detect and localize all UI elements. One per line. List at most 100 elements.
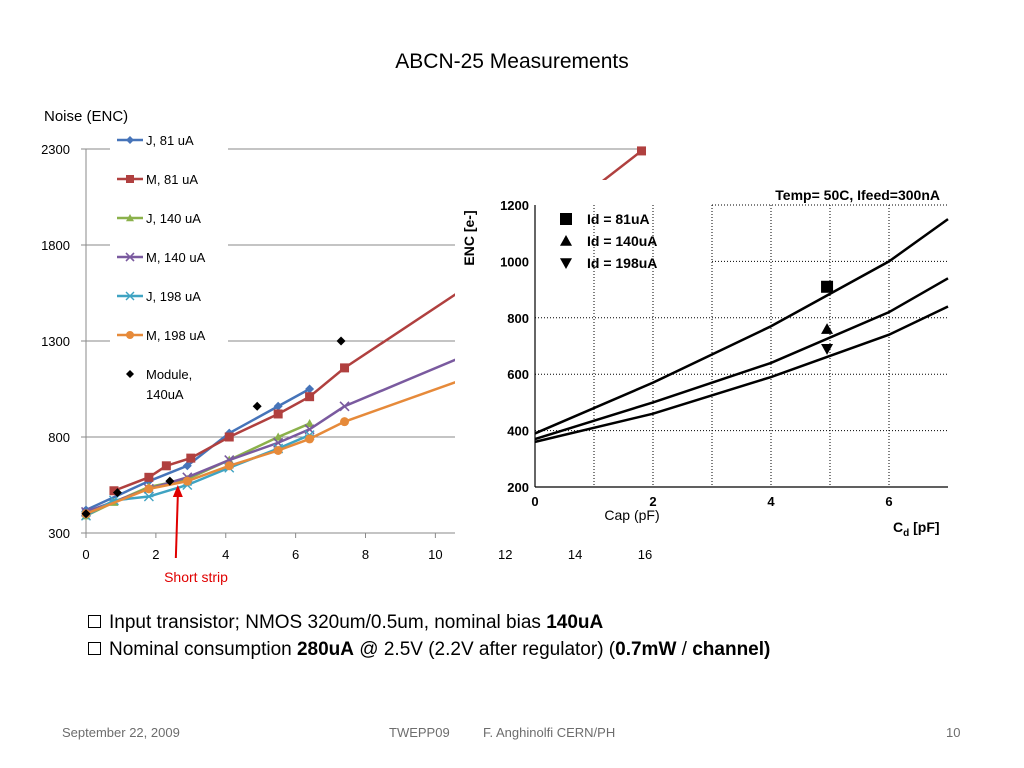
annotation-label: Short strip xyxy=(164,569,228,585)
footer-conference: TWEPP09 xyxy=(389,725,450,740)
x-axis-label: Cap (pF) xyxy=(604,507,659,523)
inset-legend-marker xyxy=(560,213,572,225)
legend-background xyxy=(110,128,228,408)
data-point xyxy=(339,401,350,412)
bullet-text-run: Nominal consumption xyxy=(109,639,297,660)
data-point xyxy=(273,401,283,411)
checkbox-bullet-icon xyxy=(88,615,101,628)
y-tick-label: 2300 xyxy=(41,142,70,157)
data-point xyxy=(305,434,315,444)
data-point xyxy=(109,486,119,496)
checkbox-bullet-icon xyxy=(88,642,101,655)
inset-x-tick-label: 0 xyxy=(531,494,538,509)
inset-y-tick-label: 800 xyxy=(507,311,529,326)
data-point xyxy=(273,445,283,455)
data-point xyxy=(305,419,315,428)
legend-marker xyxy=(126,214,134,222)
inset-y-tick-label: 1200 xyxy=(500,198,529,213)
x-tick-label: 0 xyxy=(82,547,89,562)
legend-marker xyxy=(125,252,135,262)
series-line xyxy=(113,149,643,492)
bullet-item: Nominal consumption 280uA @ 2.5V (2.2V a… xyxy=(88,636,770,663)
inset-y-axis-label: ENC [e-] xyxy=(461,210,477,265)
legend-marker xyxy=(126,175,134,183)
bullet-text-run: Input transistor; NMOS 320um/0.5um, nomi… xyxy=(109,612,547,633)
data-point xyxy=(336,336,346,346)
inset-legend-marker xyxy=(560,235,572,246)
data-point xyxy=(224,432,234,442)
inset-series-line xyxy=(534,277,949,441)
legend-label: M, 81 uA xyxy=(146,172,198,187)
inset-data-point xyxy=(821,344,834,355)
annotation-arrow-head xyxy=(172,485,183,497)
inset-y-tick-label: 1000 xyxy=(500,254,529,269)
legend-label: J, 140 uA xyxy=(146,211,201,226)
x-tick-label: 14 xyxy=(568,547,582,562)
data-point xyxy=(112,488,122,498)
legend-marker xyxy=(126,370,134,378)
inset-x-tick-label: 6 xyxy=(885,494,892,509)
legend-marker xyxy=(125,291,135,301)
x-tick-label: 10 xyxy=(428,547,442,562)
footer-date: September 22, 2009 xyxy=(62,725,180,740)
main-chart: 300 800 1300 1800 2300 0 2 4 6 8 10 12 14 16 Noise (EN… xyxy=(41,108,955,585)
data-point xyxy=(81,509,91,519)
data-point-stroke xyxy=(339,401,350,412)
data-point xyxy=(165,476,175,486)
x-tick-label: 4 xyxy=(222,547,229,562)
x-tick-label: 16 xyxy=(638,547,652,562)
legend-marker-stroke xyxy=(125,252,135,262)
data-point xyxy=(252,401,262,411)
slide-title: ABCN-25 Measurements xyxy=(395,50,629,73)
y-tick-label: 300 xyxy=(48,526,70,541)
inset-background xyxy=(455,180,955,550)
inset-x-tick-label: 2 xyxy=(649,494,656,509)
data-point xyxy=(273,432,283,441)
y-tick-label: 1800 xyxy=(41,238,70,253)
bullet-text-run: 140uA xyxy=(546,612,604,633)
legend-marker xyxy=(126,331,134,339)
annotation-arrow-shaft xyxy=(174,494,179,559)
bullet-1-text: Input transistor; NMOS 320um/0.5um, nomi… xyxy=(109,612,603,633)
footer-author: F. Anghinolfi CERN/PH xyxy=(483,725,616,740)
legend-label: Module, xyxy=(146,367,192,382)
data-point xyxy=(161,461,171,471)
y-tick-label: 800 xyxy=(48,430,70,445)
legend-label: J, 198 uA xyxy=(146,289,201,304)
inset-y-tick-label: 600 xyxy=(507,367,529,382)
inset-x-tick-label: 4 xyxy=(767,494,775,509)
inset-legend-marker xyxy=(560,258,572,269)
data-point xyxy=(182,476,192,486)
x-tick-label: 8 xyxy=(362,547,369,562)
legend-label: M, 198 uA xyxy=(146,328,206,343)
main-legend: J, 81 uA M, 81 uA J, 140 uA M, 140 uA J, 198… xyxy=(110,128,228,408)
inset-y-tick-label: 400 xyxy=(507,424,529,439)
inset-title: Temp= 50C, Ifeed=300nA xyxy=(775,187,940,203)
inset-y-tick-label: 200 xyxy=(507,480,529,495)
bullet-2-text: Nominal consumption 280uA @ 2.5V (2.2V a… xyxy=(109,639,770,660)
x-tick-label: 2 xyxy=(152,547,159,562)
footer-page-number: 10 xyxy=(946,725,961,740)
y-axis-label: Noise (ENC) xyxy=(44,108,128,125)
bullet-text-run: 0.7mW xyxy=(615,639,677,660)
inset-series-line xyxy=(534,305,949,444)
inset-legend-label: Id = 140uA xyxy=(587,233,657,249)
bullet-text-run: 280uA xyxy=(296,639,355,660)
bullet-text-run: / xyxy=(676,639,693,660)
data-point xyxy=(305,392,315,402)
data-point xyxy=(144,472,154,482)
data-point xyxy=(182,461,192,471)
inset-x-axis-label: Cd [pF] xyxy=(893,519,940,539)
bullet-list: Input transistor; NMOS 320um/0.5um, nomi… xyxy=(88,609,770,663)
x-tick-label: 6 xyxy=(292,547,299,562)
inset-legend-label: Id = 81uA xyxy=(587,211,650,227)
bullet-text-run: @ 2.5V (2.2V after regulator) ( xyxy=(354,639,616,660)
data-point xyxy=(273,409,283,419)
data-point xyxy=(305,384,315,394)
data-point xyxy=(340,417,350,427)
inset-chart: 200 400 600 800 1000 1200 0 2 4 6 Temp= 50C, Ifeed… xyxy=(455,180,955,550)
x-tick-label: 12 xyxy=(498,547,512,562)
bullet-item: Input transistor; NMOS 320um/0.5um, nomi… xyxy=(88,609,770,636)
inset-series-line xyxy=(534,218,949,435)
